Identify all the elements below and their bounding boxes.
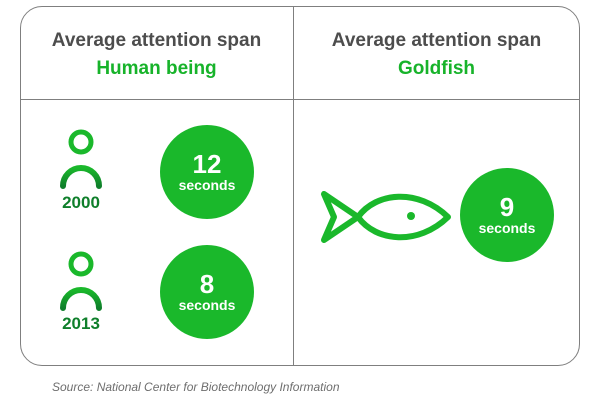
right-heading: Average attention span Goldfish xyxy=(293,27,580,83)
unit-2000: seconds xyxy=(178,177,236,193)
value-circle-2013: 8 seconds xyxy=(160,245,254,339)
person-icon xyxy=(60,129,102,189)
vertical-divider xyxy=(293,6,294,366)
value-goldfish: 9 xyxy=(499,192,515,222)
infographic-frame xyxy=(20,6,580,366)
horizontal-divider xyxy=(20,99,580,100)
year-label-2013: 2013 xyxy=(62,314,100,333)
left-heading-subject: Human being xyxy=(96,58,217,79)
value-2000: 12 xyxy=(192,149,222,179)
right-heading-title: Average attention span xyxy=(331,30,542,51)
right-heading-subject: Goldfish xyxy=(397,58,476,79)
left-heading: Average attention span Human being xyxy=(20,27,293,83)
value-circle-2000: 12 seconds xyxy=(160,125,254,219)
fish-icon xyxy=(321,191,451,243)
unit-2013: seconds xyxy=(178,297,236,313)
unit-goldfish: seconds xyxy=(478,220,536,236)
left-heading-title: Average attention span xyxy=(51,30,262,51)
source-note: Source: National Center for Biotechnolog… xyxy=(52,380,340,394)
year-label-2000: 2000 xyxy=(62,193,100,212)
value-circle-goldfish: 9 seconds xyxy=(460,168,554,262)
person-icon xyxy=(60,251,102,311)
value-2013: 8 xyxy=(199,269,215,299)
